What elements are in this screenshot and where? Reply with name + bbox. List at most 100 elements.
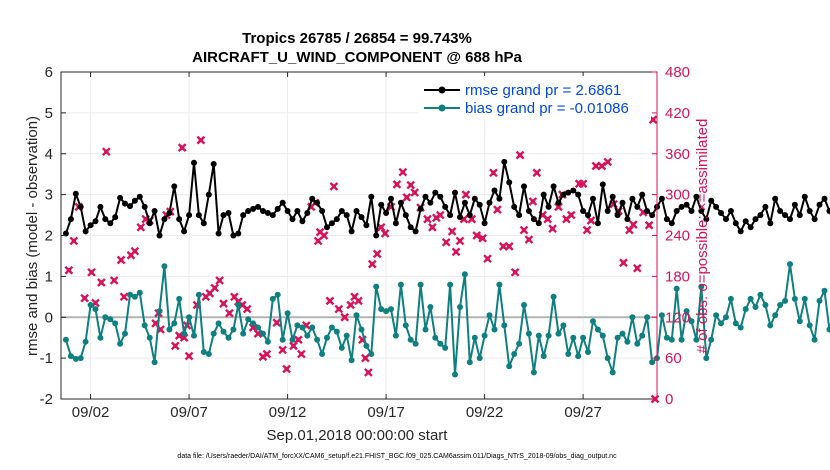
obs-marker: [528, 197, 538, 206]
rmse-point: [634, 203, 641, 210]
obs-marker-dot: [580, 181, 586, 186]
rmse-point: [102, 216, 109, 223]
bias-point: [82, 338, 89, 345]
obs-marker: [582, 225, 592, 235]
rmse-point: [269, 212, 276, 219]
obs-marker: [215, 276, 224, 285]
obs-marker: [136, 222, 146, 232]
obs-marker: [242, 304, 252, 314]
bias-point: [565, 351, 572, 357]
bias-point: [260, 330, 266, 337]
rmse-point: [718, 210, 724, 216]
bias-point: [294, 322, 301, 329]
bias-point: [171, 320, 178, 327]
bias-point: [481, 332, 488, 339]
rmse-point: [72, 190, 79, 197]
y-left-tick-label: 5: [45, 105, 53, 122]
x-tick-label: 09/27: [564, 404, 602, 421]
obs-marker: [597, 161, 607, 171]
obs-marker: [361, 353, 370, 363]
obs-marker: [119, 292, 129, 302]
obs-marker: [364, 368, 373, 377]
bias-point: [782, 297, 789, 304]
bias-point: [516, 340, 523, 347]
obs-marker-dot: [366, 370, 371, 375]
bias-point: [131, 293, 138, 300]
rmse-point: [767, 220, 774, 227]
rmse-point: [97, 203, 104, 210]
obs-marker-dot: [605, 159, 610, 165]
rmse-point: [727, 208, 734, 214]
bias-point: [102, 314, 109, 321]
x-tick-label: 09/07: [170, 404, 208, 421]
bias-point: [624, 338, 631, 345]
obs-marker: [461, 190, 471, 199]
bias-point: [87, 302, 94, 308]
bias-point: [521, 302, 527, 308]
obs-marker: [510, 267, 520, 277]
obs-marker: [87, 267, 96, 277]
obs-marker-dot: [631, 222, 636, 227]
obs-marker-dot: [138, 225, 143, 230]
bias-point: [525, 330, 532, 337]
obs-marker-dot: [457, 238, 463, 244]
obs-marker-dot: [348, 302, 353, 308]
obs-marker: [297, 349, 306, 359]
obs-marker-dot: [284, 366, 289, 372]
rmse-point: [392, 220, 399, 227]
rmse-point: [284, 208, 291, 214]
obs-marker-dot: [635, 266, 640, 271]
obs-marker: [101, 147, 111, 157]
bias-point: [97, 334, 104, 341]
rmse-point: [442, 203, 449, 210]
obs-marker-dot: [425, 216, 430, 222]
rmse-point: [210, 161, 217, 167]
bias-point: [639, 332, 646, 339]
rmse-point: [245, 208, 252, 214]
bias-point: [693, 336, 700, 343]
rmse-point: [545, 203, 552, 210]
obs-marker-dot: [342, 315, 347, 320]
obs-marker: [116, 255, 126, 265]
rmse-point: [678, 203, 685, 210]
rmse-point: [471, 195, 478, 202]
bias-point: [156, 308, 163, 315]
obs-marker: [367, 259, 377, 269]
obs-marker: [504, 242, 514, 251]
rmse-point: [122, 200, 128, 207]
bias-point: [127, 291, 133, 298]
y-left-tick-label: 6: [45, 64, 53, 81]
obs-marker: [334, 304, 344, 314]
obs-marker-dot: [474, 233, 479, 238]
legend-rmse-label: rmse grand pr = 2.6861: [465, 82, 621, 99]
obs-marker-dot: [412, 190, 417, 195]
bias-point: [713, 312, 720, 319]
obs-marker: [493, 205, 502, 214]
bias-point: [299, 324, 306, 331]
bias-point: [737, 324, 744, 331]
rmse-point: [791, 201, 798, 208]
bias-point: [314, 336, 321, 343]
rmse-point: [412, 228, 419, 235]
bias-point: [407, 336, 414, 343]
obs-marker-dot: [449, 229, 455, 234]
obs-marker: [472, 231, 482, 240]
obs-marker: [130, 246, 140, 256]
bias-point: [767, 322, 774, 329]
y-right-axis-label: # of obs: o=possible; ×=assimilated: [694, 119, 711, 354]
obs-marker: [177, 143, 187, 152]
obs-marker: [478, 233, 487, 243]
bias-point: [471, 334, 478, 341]
bias-point: [619, 330, 626, 337]
bias-point: [92, 306, 99, 313]
obs-marker-dot: [517, 152, 523, 158]
y-left-tick-label: -2: [40, 391, 53, 408]
bias-point: [476, 355, 483, 362]
rmse-point: [693, 193, 700, 200]
bias-point: [333, 328, 340, 335]
bias-point: [585, 349, 591, 355]
rmse-point: [594, 220, 601, 227]
bias-point: [432, 334, 439, 341]
obs-marker-dot: [250, 325, 256, 330]
rmse-point: [191, 159, 197, 166]
